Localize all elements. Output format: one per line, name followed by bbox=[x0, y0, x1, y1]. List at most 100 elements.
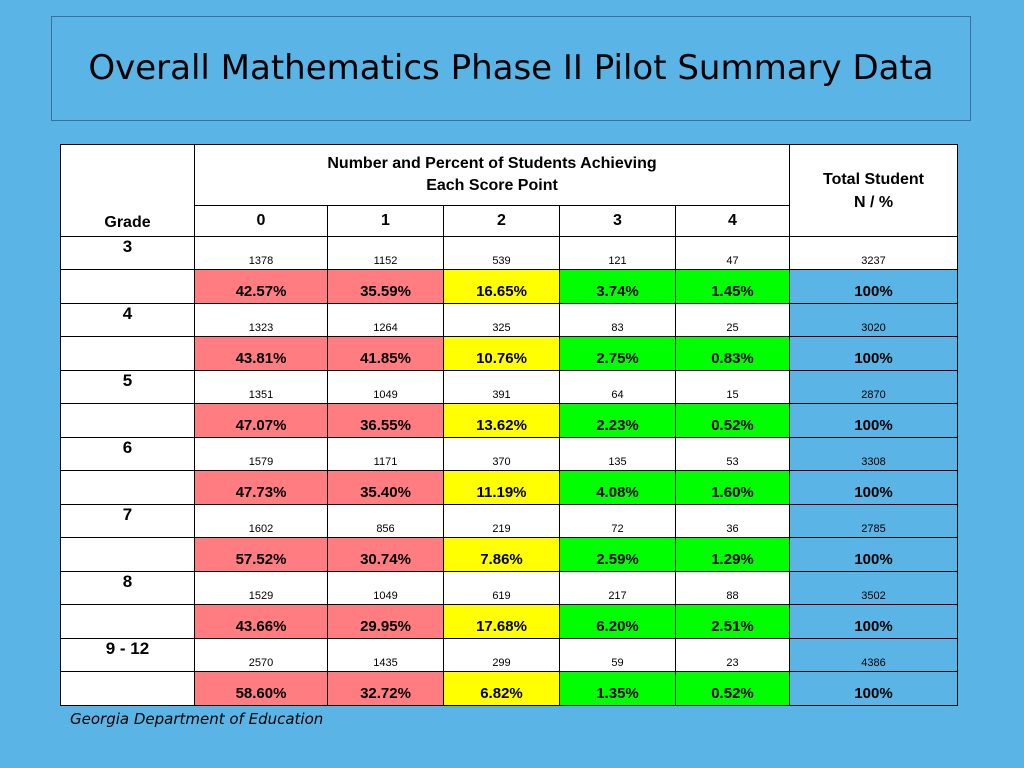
count-cell: 1579 bbox=[194, 437, 328, 471]
total-percent-cell: 100% bbox=[789, 336, 958, 371]
count-cell: 370 bbox=[443, 437, 560, 471]
count-row: 8 1529 1049 619 217 88 3502 bbox=[60, 571, 958, 605]
total-percent-cell: 100% bbox=[789, 537, 958, 572]
score-group-header-line2: Each Score Point bbox=[426, 177, 558, 194]
total-count-cell: 3020 bbox=[789, 303, 958, 337]
total-count-cell: 3237 bbox=[789, 236, 958, 270]
count-cell: 1529 bbox=[194, 571, 328, 605]
percent-cell: 0.83% bbox=[675, 336, 790, 371]
count-cell: 15 bbox=[675, 370, 790, 404]
score-point-header: 1 bbox=[327, 205, 444, 237]
count-cell: 1152 bbox=[327, 236, 444, 270]
count-cell: 72 bbox=[559, 504, 676, 538]
grade-label: 5 bbox=[60, 370, 195, 404]
total-count-cell: 4386 bbox=[789, 638, 958, 672]
total-percent-cell: 100% bbox=[789, 403, 958, 438]
footer-source: Georgia Department of Education bbox=[70, 710, 324, 728]
percent-cell: 10.76% bbox=[443, 336, 560, 371]
percent-cell: 58.60% bbox=[194, 671, 328, 706]
percent-cell: 1.29% bbox=[675, 537, 790, 572]
percent-cell: 47.73% bbox=[194, 470, 328, 505]
percent-cell: 30.74% bbox=[327, 537, 444, 572]
total-percent-cell: 100% bbox=[789, 671, 958, 706]
percent-cell: 35.40% bbox=[327, 470, 444, 505]
percent-cell: 16.65% bbox=[443, 269, 560, 304]
count-cell: 219 bbox=[443, 504, 560, 538]
count-cell: 1264 bbox=[327, 303, 444, 337]
percent-cell: 4.08% bbox=[559, 470, 676, 505]
percent-row: 58.60% 32.72% 6.82% 1.35% 0.52% 100% bbox=[60, 671, 958, 706]
score-group-header-line1: Number and Percent of Students Achieving bbox=[327, 155, 657, 172]
summary-table: Grade Number and Percent of Students Ach… bbox=[60, 144, 958, 706]
percent-cell: 0.52% bbox=[675, 403, 790, 438]
total-percent-cell: 100% bbox=[789, 470, 958, 505]
grade-label: 7 bbox=[60, 504, 195, 538]
total-count-cell: 2870 bbox=[789, 370, 958, 404]
score-group-header: Number and Percent of Students Achieving… bbox=[194, 144, 790, 206]
count-cell: 88 bbox=[675, 571, 790, 605]
count-cell: 59 bbox=[559, 638, 676, 672]
count-cell: 299 bbox=[443, 638, 560, 672]
count-cell: 217 bbox=[559, 571, 676, 605]
percent-cell: 1.35% bbox=[559, 671, 676, 706]
count-cell: 1435 bbox=[327, 638, 444, 672]
percent-row: 43.81% 41.85% 10.76% 2.75% 0.83% 100% bbox=[60, 336, 958, 371]
percent-row: 57.52% 30.74% 7.86% 2.59% 1.29% 100% bbox=[60, 537, 958, 572]
percent-row: 42.57% 35.59% 16.65% 3.74% 1.45% 100% bbox=[60, 269, 958, 304]
count-cell: 1049 bbox=[327, 370, 444, 404]
count-cell: 121 bbox=[559, 236, 676, 270]
header-row-top: Grade Number and Percent of Students Ach… bbox=[60, 144, 958, 237]
count-row: 3 1378 1152 539 121 47 3237 bbox=[60, 236, 958, 270]
count-cell: 325 bbox=[443, 303, 560, 337]
percent-cell: 35.59% bbox=[327, 269, 444, 304]
score-point-header: 3 bbox=[559, 205, 676, 237]
total-count-cell: 3502 bbox=[789, 571, 958, 605]
percent-cell: 36.55% bbox=[327, 403, 444, 438]
count-row: 5 1351 1049 391 64 15 2870 bbox=[60, 370, 958, 404]
grade-blank-cell bbox=[60, 470, 195, 505]
count-cell: 83 bbox=[559, 303, 676, 337]
count-cell: 47 bbox=[675, 236, 790, 270]
percent-cell: 42.57% bbox=[194, 269, 328, 304]
percent-cell: 2.51% bbox=[675, 604, 790, 639]
percent-cell: 7.86% bbox=[443, 537, 560, 572]
grade-header: Grade bbox=[60, 144, 195, 237]
percent-cell: 29.95% bbox=[327, 604, 444, 639]
count-cell: 391 bbox=[443, 370, 560, 404]
percent-cell: 47.07% bbox=[194, 403, 328, 438]
percent-cell: 1.60% bbox=[675, 470, 790, 505]
count-cell: 135 bbox=[559, 437, 676, 471]
grade-blank-cell bbox=[60, 671, 195, 706]
count-cell: 1378 bbox=[194, 236, 328, 270]
grade-label: 4 bbox=[60, 303, 195, 337]
percent-cell: 1.45% bbox=[675, 269, 790, 304]
grade-blank-cell bbox=[60, 336, 195, 371]
grade-blank-cell bbox=[60, 537, 195, 572]
count-row: 9 - 12 2570 1435 299 59 23 4386 bbox=[60, 638, 958, 672]
percent-cell: 2.75% bbox=[559, 336, 676, 371]
count-cell: 1351 bbox=[194, 370, 328, 404]
count-cell: 1323 bbox=[194, 303, 328, 337]
count-cell: 1171 bbox=[327, 437, 444, 471]
count-cell: 539 bbox=[443, 236, 560, 270]
count-cell: 25 bbox=[675, 303, 790, 337]
percent-cell: 6.20% bbox=[559, 604, 676, 639]
grade-label: 9 - 12 bbox=[60, 638, 195, 672]
percent-row: 47.07% 36.55% 13.62% 2.23% 0.52% 100% bbox=[60, 403, 958, 438]
count-cell: 2570 bbox=[194, 638, 328, 672]
count-cell: 23 bbox=[675, 638, 790, 672]
slide-title: Overall Mathematics Phase II Pilot Summa… bbox=[88, 47, 934, 88]
percent-cell: 43.81% bbox=[194, 336, 328, 371]
count-cell: 53 bbox=[675, 437, 790, 471]
grade-label: 3 bbox=[60, 236, 195, 270]
grade-blank-cell bbox=[60, 604, 195, 639]
count-cell: 856 bbox=[327, 504, 444, 538]
percent-cell: 13.62% bbox=[443, 403, 560, 438]
count-cell: 64 bbox=[559, 370, 676, 404]
percent-cell: 2.59% bbox=[559, 537, 676, 572]
score-point-header: 4 bbox=[675, 205, 790, 237]
percent-cell: 57.52% bbox=[194, 537, 328, 572]
total-count-cell: 2785 bbox=[789, 504, 958, 538]
grade-label: 6 bbox=[60, 437, 195, 471]
count-row: 6 1579 1171 370 135 53 3308 bbox=[60, 437, 958, 471]
